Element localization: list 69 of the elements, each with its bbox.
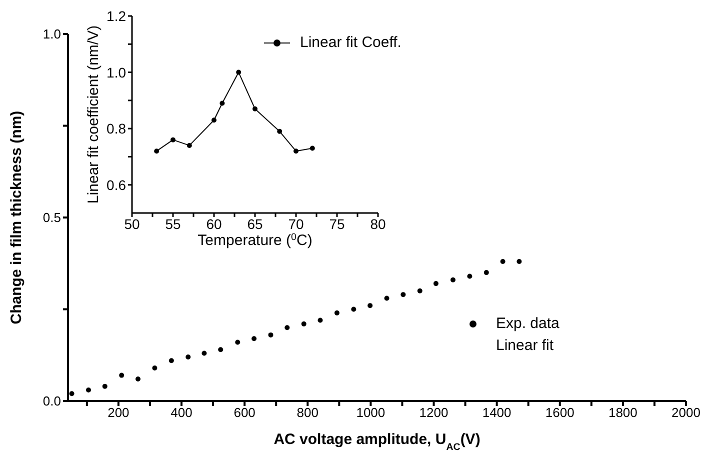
point (154, 148, 160, 154)
point (417, 288, 422, 294)
x-axis-title: Temperature ($^{0}$C) (198, 232, 312, 249)
legend-label: Linear fit Coeff. (300, 33, 402, 53)
point (218, 347, 224, 352)
point (212, 118, 216, 123)
annotation: Linear fit (495, 336, 555, 356)
point (334, 310, 340, 316)
x-tick-label: 200 (108, 405, 130, 420)
point (301, 321, 306, 326)
legend-label: Exp. data (496, 314, 560, 334)
point (484, 270, 489, 276)
point (368, 303, 373, 308)
x-tick-label: 2000 (672, 405, 700, 420)
x-tick-label: 50 (124, 216, 140, 232)
point (186, 354, 191, 360)
point (152, 365, 158, 370)
y-tick-label: 1.0 (42, 26, 61, 42)
y-tick-label: 1.0 (106, 64, 126, 80)
y-tick-label: 0.0 (42, 394, 61, 409)
x-tick-label: 75 (329, 216, 345, 232)
point (69, 391, 74, 396)
point (294, 148, 298, 154)
point (102, 384, 108, 389)
point (86, 387, 91, 392)
point (186, 142, 192, 148)
y-tick-label: 0.6 (106, 176, 126, 193)
point (252, 336, 257, 342)
point (433, 281, 438, 286)
point (384, 296, 390, 301)
x-tick-label: 1000 (356, 405, 386, 420)
x-tick-label: 1800 (608, 405, 638, 420)
x-tick-label: 55 (165, 216, 181, 232)
point (318, 318, 323, 323)
point (170, 137, 176, 142)
point (136, 376, 140, 382)
x-tick-label: 65 (247, 216, 263, 232)
x-axis-title: AC voltage amplitude, U$_{AC}$(V) (274, 431, 480, 452)
y-axis-title: Change in film thickness (nm) (8, 110, 25, 324)
point (500, 259, 506, 264)
x-tick-label: 80 (370, 216, 386, 232)
x-tick-label: 800 (296, 405, 318, 420)
point (202, 350, 207, 356)
y-tick-label: 0.8 (106, 120, 126, 137)
point (119, 372, 124, 378)
point (168, 358, 174, 364)
point (277, 128, 282, 134)
point (310, 146, 315, 151)
point (236, 70, 242, 75)
point (252, 106, 258, 112)
y-tick-label: 1.2 (106, 8, 126, 24)
point (284, 325, 290, 330)
point (220, 100, 225, 106)
point (268, 332, 274, 338)
point (450, 277, 456, 282)
point (400, 292, 406, 298)
y-axis-title: Linear fit coefficient (nm/V) (85, 25, 102, 204)
x-tick-label: 1600 (545, 405, 574, 420)
point (516, 259, 522, 264)
y-tick-label: 0.5 (42, 210, 61, 226)
x-tick-label: 400 (170, 405, 192, 420)
x-tick-label: 60 (206, 216, 222, 232)
point (235, 340, 240, 345)
x-tick-label: 70 (288, 216, 304, 232)
x-tick-label: 600 (234, 405, 256, 420)
x-tick-label: 1200 (419, 405, 448, 420)
x-tick-label: 1400 (482, 405, 512, 420)
point (467, 274, 472, 279)
point (351, 306, 356, 312)
